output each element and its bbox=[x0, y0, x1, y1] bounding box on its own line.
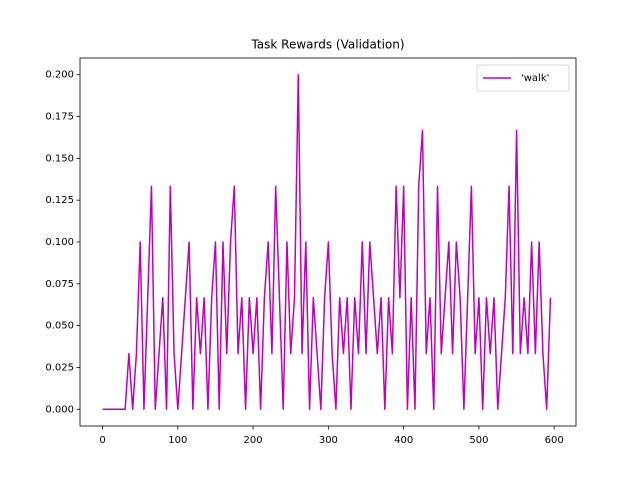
line bbox=[102, 73, 552, 411]
x-tick-label: 200 bbox=[244, 435, 263, 446]
x-tick-label: 100 bbox=[168, 435, 187, 446]
x-tick-label: 500 bbox=[469, 435, 488, 446]
legend-label: 'walk' bbox=[521, 73, 549, 84]
y-tick-label: 0.175 bbox=[45, 112, 74, 123]
y-tick-label: 0.100 bbox=[45, 237, 74, 248]
y-tick-label: 0.025 bbox=[45, 362, 74, 373]
x-tick-label: 600 bbox=[545, 435, 564, 446]
chart-title: Task Rewards (Validation) bbox=[250, 38, 404, 52]
x-tick-label: 300 bbox=[319, 435, 338, 446]
y-tick-label: 0.150 bbox=[45, 153, 74, 164]
y-tick-label: 0.075 bbox=[45, 279, 74, 290]
y-tick-label: 0.050 bbox=[45, 321, 74, 332]
plot-frame bbox=[79, 57, 577, 427]
y-tick-label: 0.000 bbox=[45, 404, 74, 415]
legend-box bbox=[476, 64, 570, 92]
y-tick-label: 0.125 bbox=[45, 195, 74, 206]
x-tick-label: 0 bbox=[99, 435, 105, 446]
y-tick-label: 0.200 bbox=[45, 70, 74, 81]
x-tick-label: 400 bbox=[394, 435, 413, 446]
